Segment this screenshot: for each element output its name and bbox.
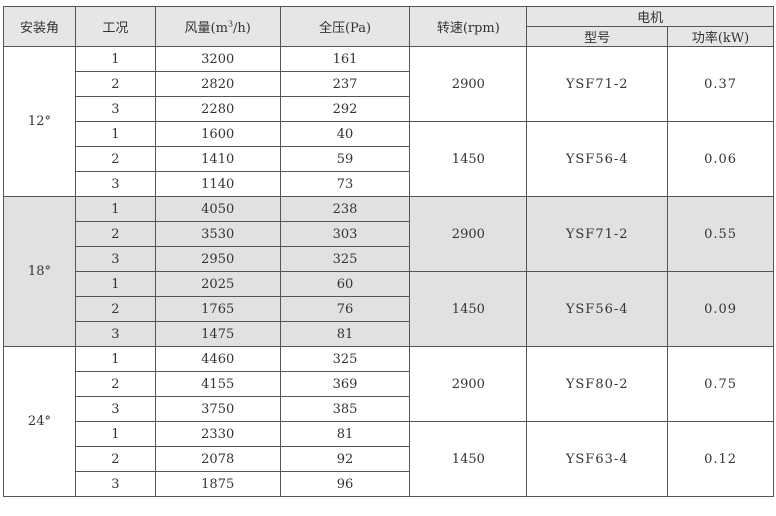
condition-cell: 2 — [74, 146, 156, 172]
power-cell: 0.37 — [667, 46, 774, 122]
power-cell: 0.09 — [667, 271, 774, 347]
condition-cell: 1 — [74, 46, 156, 72]
table-row: 24° 1 4460 325 2900 YSF80-2 0.75 — [3, 346, 774, 497]
header-pressure: 全压(Pa) — [279, 6, 411, 47]
model-cell: YSF80-2 — [526, 346, 669, 422]
airflow-cell: 4050 — [154, 196, 281, 222]
pressure-cell: 385 — [279, 396, 411, 422]
condition-cell: 1 — [74, 346, 156, 372]
airflow-cell: 3530 — [154, 221, 281, 247]
angle-cell: 12° — [3, 46, 76, 197]
angle-cell: 18° — [3, 196, 76, 347]
header-speed: 转速(rpm) — [409, 6, 528, 47]
condition-cell: 2 — [74, 446, 156, 472]
speed-cell: 2900 — [409, 46, 528, 122]
angle-cell: 24° — [3, 346, 76, 497]
speed-cell: 2900 — [409, 196, 528, 272]
airflow-cell: 2280 — [154, 96, 281, 122]
condition-cell: 1 — [74, 421, 156, 447]
airflow-cell: 2820 — [154, 71, 281, 97]
pressure-cell: 92 — [279, 446, 411, 472]
airflow-cell: 2078 — [154, 446, 281, 472]
table-row: 1 2025 60 1450 YSF56-4 0.09 — [4, 271, 774, 347]
model-cell: YSF56-4 — [526, 271, 669, 347]
pressure-cell: 73 — [279, 171, 411, 197]
table-row: 1 2330 81 1450 YSF63-4 0.12 — [4, 421, 774, 497]
airflow-cell: 4460 — [154, 346, 281, 372]
condition-cell: 1 — [74, 196, 156, 222]
pressure-cell: 303 — [279, 221, 411, 247]
pressure-cell: 76 — [279, 296, 411, 322]
airflow-cell: 1875 — [154, 471, 281, 497]
pressure-cell: 369 — [279, 371, 411, 397]
model-cell: YSF71-2 — [526, 196, 669, 272]
pressure-cell: 292 — [279, 96, 411, 122]
fan-performance-table: 安装角 工况 风量(m3/h) 全压(Pa) 转速(rpm) 电机 型号 功率(… — [3, 6, 774, 497]
speed-cell: 1450 — [409, 421, 528, 497]
speed-cell: 1450 — [409, 271, 528, 347]
pressure-cell: 40 — [279, 121, 411, 147]
power-cell: 0.06 — [667, 121, 774, 197]
condition-cell: 2 — [74, 221, 156, 247]
airflow-cell: 2950 — [154, 246, 281, 272]
condition-cell: 2 — [74, 296, 156, 322]
power-cell: 0.12 — [667, 421, 774, 497]
speed-cell: 1450 — [409, 121, 528, 197]
pressure-cell: 59 — [279, 146, 411, 172]
pressure-cell: 325 — [279, 346, 411, 372]
pressure-cell: 325 — [279, 246, 411, 272]
power-cell: 0.55 — [667, 196, 774, 272]
table-row: 3 1475 81 — [4, 321, 774, 347]
condition-cell: 2 — [74, 71, 156, 97]
condition-cell: 3 — [74, 96, 156, 122]
header-condition: 工况 — [74, 6, 156, 47]
airflow-cell: 2025 — [154, 271, 281, 297]
airflow-cell: 4155 — [154, 371, 281, 397]
pressure-cell: 237 — [279, 71, 411, 97]
table-row: 3 1140 73 — [4, 171, 774, 197]
table-row: 2 2820 237 — [4, 71, 774, 97]
pressure-cell: 81 — [279, 421, 411, 447]
airflow-cell: 3750 — [154, 396, 281, 422]
airflow-cell: 1475 — [154, 321, 281, 347]
header-angle: 安装角 — [3, 6, 76, 47]
condition-cell: 3 — [74, 246, 156, 272]
condition-cell: 3 — [74, 471, 156, 497]
pressure-cell: 161 — [279, 46, 411, 72]
condition-cell: 1 — [74, 271, 156, 297]
airflow-cell: 1410 — [154, 146, 281, 172]
header-airflow: 风量(m3/h) — [154, 6, 281, 47]
condition-cell: 2 — [74, 371, 156, 397]
table-row: 1 1600 40 1450 YSF56-4 0.06 — [4, 121, 774, 197]
power-cell: 0.75 — [667, 346, 774, 422]
model-cell: YSF71-2 — [526, 46, 669, 122]
airflow-cell: 1140 — [154, 171, 281, 197]
table-row: 3 2950 325 — [4, 246, 774, 272]
airflow-cell: 1765 — [154, 296, 281, 322]
table-row: 12° 1 3200 161 2900 YSF71-2 0.37 — [3, 46, 774, 197]
pressure-cell: 81 — [279, 321, 411, 347]
airflow-cell: 1600 — [154, 121, 281, 147]
speed-cell: 2900 — [409, 346, 528, 422]
pressure-cell: 60 — [279, 271, 411, 297]
condition-cell: 3 — [74, 396, 156, 422]
header-power: 功率(kW) — [667, 26, 774, 47]
condition-cell: 1 — [74, 121, 156, 147]
condition-cell: 3 — [74, 171, 156, 197]
condition-cell: 3 — [74, 321, 156, 347]
table-row: 18° 1 4050 238 2900 YSF71-2 0.55 — [3, 196, 774, 347]
pressure-cell: 96 — [279, 471, 411, 497]
table-row: 2 4155 369 — [4, 371, 774, 397]
header-model: 型号 — [526, 26, 669, 47]
header-motor: 电机 — [526, 6, 774, 27]
airflow-cell: 2330 — [154, 421, 281, 447]
table-row: 3 1875 96 — [4, 471, 774, 497]
table-row: 2 3530 303 — [4, 221, 774, 247]
pressure-cell: 238 — [279, 196, 411, 222]
model-cell: YSF56-4 — [526, 121, 669, 197]
airflow-cell: 3200 — [154, 46, 281, 72]
model-cell: YSF63-4 — [526, 421, 669, 497]
table-row: 2 2078 92 — [4, 446, 774, 472]
